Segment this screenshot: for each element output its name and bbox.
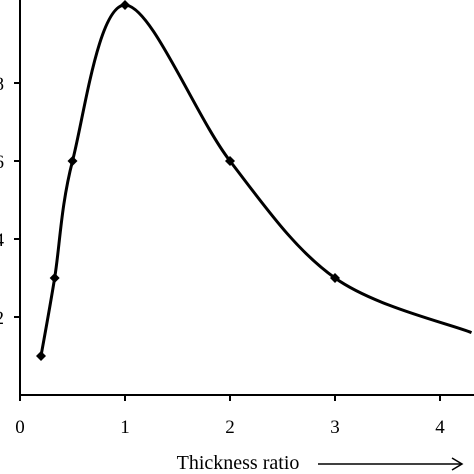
x-tick-label: 4 — [435, 417, 445, 438]
x-tick-label: 2 — [225, 417, 235, 438]
data-point-marker — [120, 0, 130, 10]
series-markers — [36, 0, 340, 361]
y-tick-label: 4 — [0, 230, 5, 251]
data-point-marker — [330, 273, 340, 283]
axes — [19, 0, 474, 396]
y-tick-label: 2 — [0, 308, 4, 329]
x-axis-title-group: Thickness ratio — [177, 452, 464, 474]
data-point-marker — [67, 156, 78, 166]
tick-marks — [14, 82, 441, 401]
y-tick-label: 8 — [0, 74, 4, 95]
y-tick-label: 6 — [0, 152, 4, 173]
arrow-right-icon — [451, 457, 464, 471]
x-tick-label: 3 — [330, 417, 340, 438]
data-point-marker — [36, 351, 46, 361]
x-axis-title: Thickness ratio — [177, 452, 300, 474]
tick-labels: 0 1 2 3 4 2 4 6 8 — [0, 74, 445, 438]
series-line — [39, 3, 473, 357]
data-point-marker — [225, 156, 235, 166]
data-point-marker — [49, 273, 60, 283]
x-tick-label: 1 — [120, 417, 130, 438]
x-tick-label: 0 — [15, 417, 25, 438]
